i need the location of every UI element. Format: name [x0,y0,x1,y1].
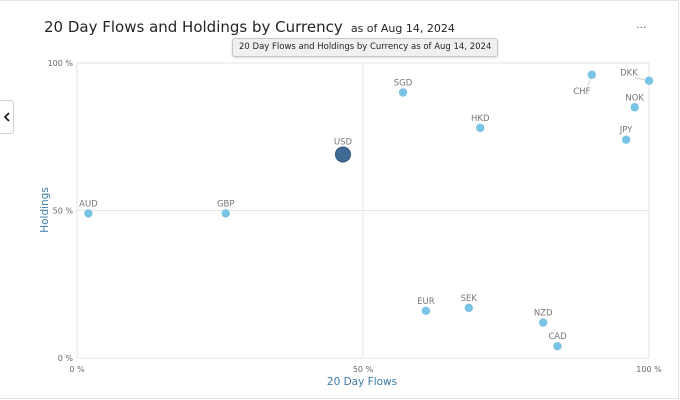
scatter-point-sgd [398,88,408,97]
scatter-point-nzd [538,318,548,327]
point-label-aud: AUD [79,199,98,209]
point-label-sgd: SGD [394,79,413,89]
chevron-left-icon [3,112,10,122]
point-label-usd: USD [334,137,353,147]
y-tick-label: 0 % [58,354,74,363]
scatter-point-eur [421,306,431,315]
point-label-jpy: JPY [619,126,633,136]
x-axis-title: 20 Day Flows [327,376,397,388]
scatter-point-cad [553,342,562,351]
scatter-point-aud [84,209,93,218]
collapse-pane-button[interactable] [0,100,14,134]
point-label-nok: NOK [625,93,644,103]
point-label-gbp: GBP [217,199,235,209]
scatter-point-hkd [476,123,485,133]
chart-title: 20 Day Flows and Holdings by Currency as… [44,17,455,36]
scatter-point-dkk [644,76,654,85]
point-label-sek: SEK [461,294,478,304]
y-tick-label: 50 % [53,207,74,216]
point-label-hkd: HKD [471,114,490,124]
scatter-point-chf [587,70,596,80]
scatter-point-nok [630,103,639,112]
scatter-point-jpy [621,135,631,144]
point-label-nzd: NZD [534,309,553,319]
x-tick-label: 100 % [636,365,662,374]
scatter-point-sek [464,303,474,313]
x-tick-label: 50 % [353,365,374,374]
chart-title-main: 20 Day Flows and Holdings by Currency [44,18,343,36]
title-tooltip: 20 Day Flows and Holdings by Currency as… [232,38,499,57]
point-label-eur: EUR [417,297,435,307]
point-label-chf: CHF [573,87,590,97]
more-options-icon[interactable]: ... [636,18,647,31]
chart-title-date: as of Aug 14, 2024 [350,22,455,35]
x-tick-label: 0 % [69,365,85,374]
point-label-cad: CAD [548,332,567,342]
scatter-point-gbp [221,209,230,218]
y-tick-label: 100 % [48,59,74,68]
y-axis-title: Holdings [39,187,51,233]
point-label-dkk: DKK [620,69,638,79]
scatter-point-usd [334,146,351,163]
